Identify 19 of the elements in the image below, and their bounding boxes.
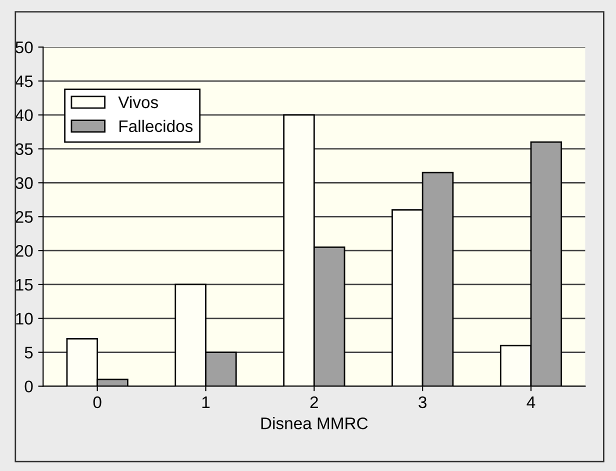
x-tick-label: 4 — [526, 396, 536, 408]
y-tick-label: 10 — [16, 312, 33, 325]
x-tick-label: 2 — [310, 396, 318, 408]
y-tick-label: 5 — [24, 346, 33, 359]
legend-label: Vivos — [118, 96, 158, 108]
y-tick-label: 35 — [15, 143, 33, 156]
y-tick-label: 40 — [15, 109, 33, 122]
y-tick-label: 25 — [16, 211, 33, 223]
legend-label: Fallecidos — [120, 120, 193, 132]
y-tick-label: 30 — [15, 177, 33, 189]
y-tick-label: 45 — [15, 76, 33, 88]
y-tick-label: 15 — [16, 279, 33, 291]
x-tick-label: 3 — [418, 396, 426, 408]
x-tick-label: 1 — [202, 396, 210, 408]
x-axis-title: Disnea MMRC — [261, 417, 368, 430]
y-tick-label: 0 — [24, 380, 33, 392]
x-tick-label: 0 — [93, 396, 102, 408]
y-tick-label: 20 — [16, 244, 33, 257]
y-tick-label: 50 — [16, 42, 33, 54]
